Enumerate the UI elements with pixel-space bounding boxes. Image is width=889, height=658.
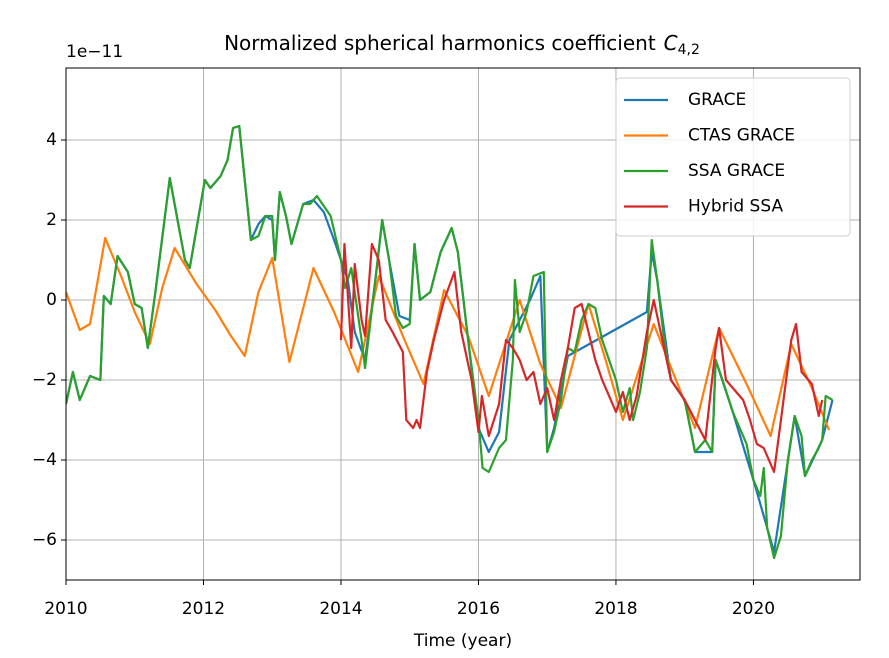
series-line [66,124,834,560]
title-symbol: C [664,31,678,55]
legend: GRACE CTAS GRACE SSA GRACE Hybrid SSA [615,77,851,237]
title-subscript: 4,2 [678,42,700,58]
x-axis-label: Time (year) [413,631,512,651]
series-line [339,242,824,474]
axis-offset-label: 1e−11 [66,42,123,62]
legend-box [615,77,851,237]
chart-title: Normalized spherical harmonics coefficie… [224,31,700,59]
ticks: 2010 2012 2014 2016 2018 2020 −6 −4 −2 0 2 4 [32,130,775,619]
legend-label: CTAS GRACE [688,126,795,146]
y-tick-label: −6 [32,530,57,550]
y-tick-label: 2 [46,210,57,230]
x-tick-label: 2018 [594,599,637,619]
x-tick-label: 2014 [319,599,362,619]
x-tick-label: 2010 [44,599,87,619]
y-tick-label: 0 [46,290,57,310]
legend-label: GRACE [688,90,746,110]
legend-label: SSA GRACE [688,161,785,181]
plot-frame [65,67,861,581]
x-tick-label: 2020 [732,599,775,619]
y-tick-label: 4 [46,130,57,150]
y-tick-label: −2 [32,370,57,390]
legend-label: Hybrid SSA [688,197,783,217]
x-tick-label: 2016 [457,599,500,619]
y-tick-label: −4 [32,450,57,470]
title-text: Normalized spherical harmonics coefficie… [224,31,656,55]
plot-lines [66,124,834,560]
x-tick-label: 2012 [182,599,225,619]
